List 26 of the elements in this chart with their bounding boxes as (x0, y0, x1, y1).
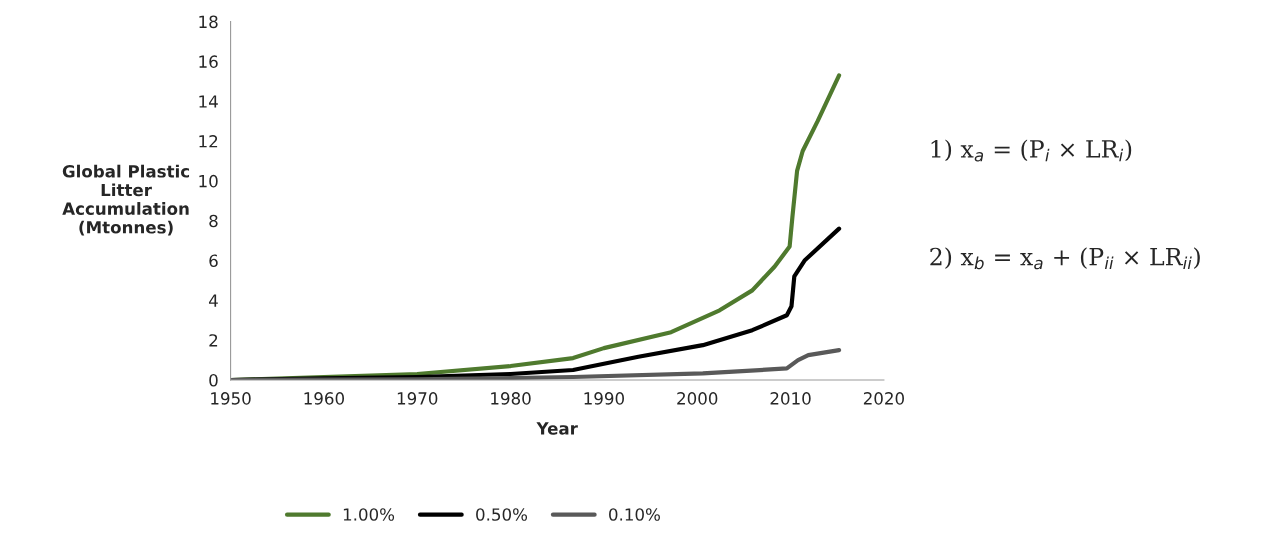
y-axis-title: Global Plastic Litter Accumulation (Mtonnes) (62, 164, 190, 236)
x-tick-label: 1970 (397, 392, 438, 405)
y-tick-label: 8 (209, 214, 218, 228)
y-tick-label: 4 (208, 294, 218, 307)
y-tick-label: 0 (209, 373, 218, 387)
x-tick-label: 1990 (584, 392, 624, 405)
y-tick-label: 18 (199, 15, 218, 29)
text: 1) x$_{a}$ = (P$_{i}$ × LR$_{i}$) (931, 139, 1132, 162)
x-tick-label: 2020 (863, 392, 904, 405)
legend-label: 0.50% (476, 508, 528, 521)
y-tick-label: 16 (199, 55, 218, 68)
line-series (230, 348, 842, 380)
x-tick-label: 2010 (770, 392, 811, 405)
legend-label: 1.00% (343, 508, 395, 521)
legend-label: 0.10% (609, 508, 660, 521)
y-tick-label: 14 (199, 95, 218, 108)
y-tick-label: 2 (209, 334, 218, 347)
x-tick-label: 1950 (211, 392, 251, 405)
y-tick-label: 6 (209, 254, 218, 268)
x-tick-label: 1980 (491, 392, 531, 405)
y-tick-label: 10 (199, 174, 218, 188)
x-axis-title: Year (536, 422, 578, 435)
y-tick-label: 12 (199, 135, 218, 148)
x-tick-label: 2000 (677, 392, 718, 405)
x-tick-label: 1960 (304, 392, 345, 405)
text: 2) x$_{b}$ = x$_{a}$ + (P$_{ii}$ × LR$_{ii}$) (930, 247, 1200, 270)
